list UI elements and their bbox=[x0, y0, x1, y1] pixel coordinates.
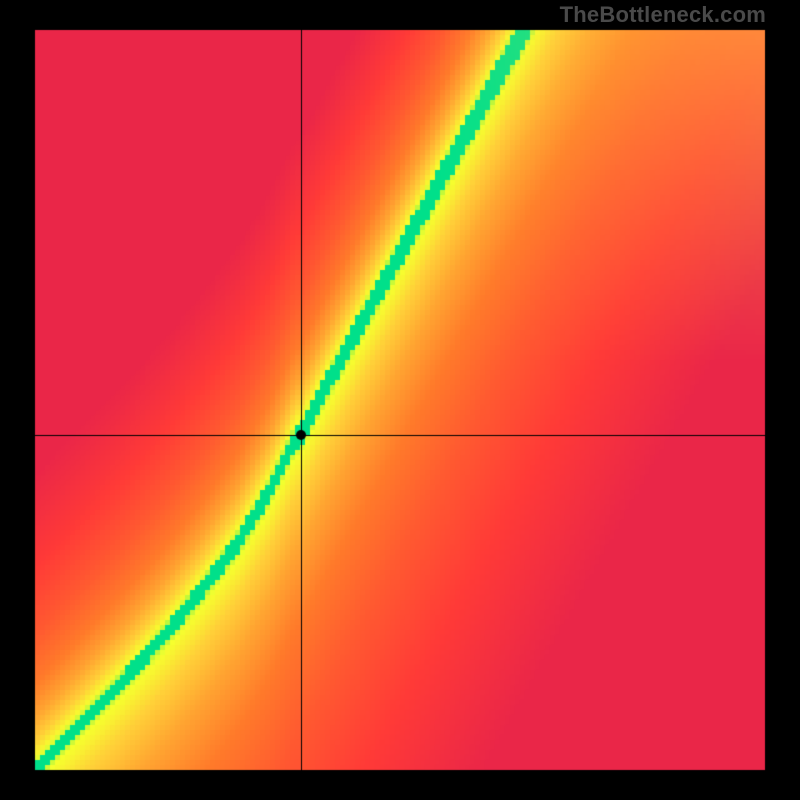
watermark-text: TheBottleneck.com bbox=[560, 2, 766, 28]
chart-container: TheBottleneck.com bbox=[0, 0, 800, 800]
bottleneck-heatmap-canvas bbox=[0, 0, 800, 800]
